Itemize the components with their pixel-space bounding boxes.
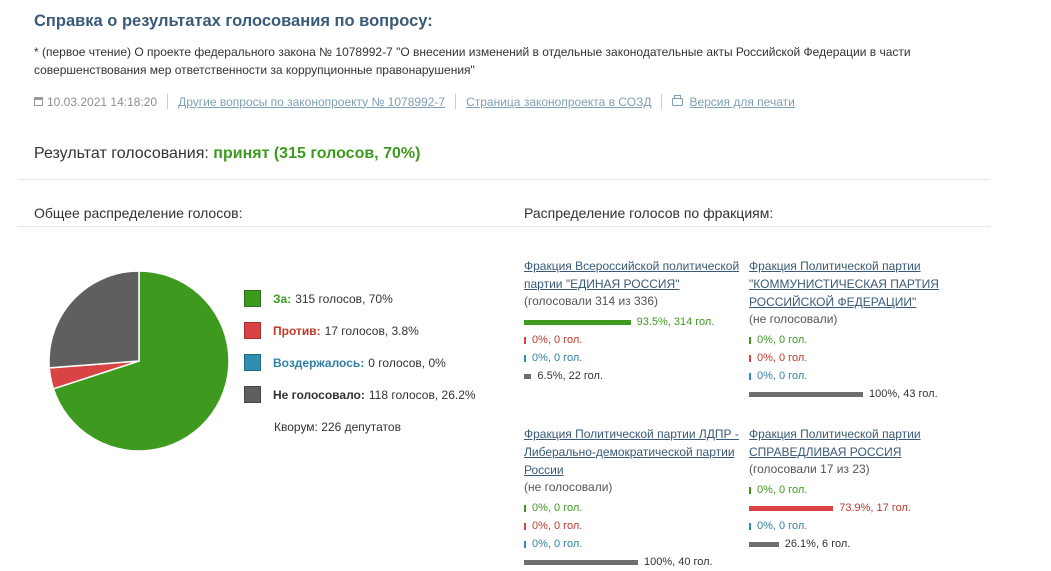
result-value: принят (315 голосов, 70%) bbox=[213, 145, 421, 162]
other-questions-link[interactable]: Другие вопросы по законопроекту № 107899… bbox=[178, 94, 446, 109]
faction-abstain-row: 0%, 0 гол. bbox=[749, 517, 969, 535]
faction-card: Фракция Политической партии "КОММУНИСТИЧ… bbox=[749, 257, 969, 403]
faction-abstain-value: 0%, 0 гол. bbox=[757, 370, 808, 382]
legend-label: Воздержалось: bbox=[273, 355, 365, 370]
faction-for-row: 0%, 0 гол. bbox=[749, 481, 969, 499]
faction-abstain-bar bbox=[749, 372, 751, 380]
faction-abstain-value: 0%, 0 гол. bbox=[757, 520, 808, 532]
faction-abstain-bar bbox=[524, 354, 526, 362]
result-label: Результат голосования: bbox=[34, 145, 209, 162]
faction-novote-row: 100%, 40 гол. bbox=[524, 553, 744, 571]
divider bbox=[167, 94, 169, 109]
legend-swatch bbox=[244, 322, 261, 339]
faction-against-row: 73.9%, 17 гол. bbox=[749, 499, 969, 517]
faction-abstain-row: 0%, 0 гол. bbox=[524, 535, 744, 553]
divider bbox=[18, 179, 990, 180]
faction-novote-value: 26.1%, 6 гол. bbox=[784, 538, 851, 550]
faction-name-link[interactable]: Фракция Политической партии ЛДПР - Либер… bbox=[524, 427, 739, 477]
faction-against-value: 0%, 0 гол. bbox=[532, 334, 583, 346]
legend-swatch bbox=[244, 354, 261, 371]
faction-voted-count: (голосовали 314 из 336) bbox=[524, 294, 659, 308]
calendar-icon bbox=[34, 97, 43, 106]
faction-for-value: 93.5%, 314 гол. bbox=[636, 316, 715, 328]
meta-bar: 10.03.2021 14:18:20 Другие вопросы по за… bbox=[34, 94, 795, 109]
faction-abstain-bar bbox=[524, 540, 526, 548]
faction-for-bar bbox=[749, 486, 751, 494]
legend-novote: Не голосовало: 118 голосов, 26.2% bbox=[244, 386, 476, 403]
faction-novote-row: 6.5%, 22 гол. bbox=[524, 367, 744, 385]
printer-icon[interactable] bbox=[672, 94, 684, 106]
print-version-link[interactable]: Версия для печати bbox=[689, 94, 795, 109]
faction-for-bar bbox=[749, 336, 751, 344]
legend-label: Против: bbox=[273, 323, 321, 338]
divider bbox=[661, 94, 663, 109]
legend-swatch bbox=[244, 290, 261, 307]
faction-for-value: 0%, 0 гол. bbox=[532, 502, 583, 514]
quorum-text: Кворум: 226 депутатов bbox=[274, 420, 401, 434]
legend-value: 0 голосов, 0% bbox=[368, 355, 446, 370]
faction-novote-row: 26.1%, 6 гол. bbox=[749, 535, 969, 553]
faction-card: Фракция Политической партии ЛДПР - Либер… bbox=[524, 425, 744, 571]
faction-novote-value: 100%, 43 гол. bbox=[869, 388, 938, 400]
legend-label: За: bbox=[273, 291, 292, 306]
faction-name-link[interactable]: Фракция Политической партии "КОММУНИСТИЧ… bbox=[749, 259, 939, 309]
faction-novote-bar bbox=[749, 391, 863, 397]
legend-for: За: 315 голосов, 70% bbox=[244, 290, 393, 307]
faction-against-value: 73.9%, 17 гол. bbox=[839, 502, 911, 514]
question-text: * (первое чтение) О проекте федерального… bbox=[34, 45, 911, 77]
pie-slice-for bbox=[52, 270, 230, 452]
faction-against-bar bbox=[524, 336, 526, 344]
faction-abstain-bar bbox=[749, 522, 751, 530]
faction-for-bar bbox=[524, 319, 631, 325]
legend-against: Против: 17 голосов, 3.8% bbox=[244, 322, 419, 339]
faction-for-row: 93.5%, 314 гол. bbox=[524, 313, 744, 331]
faction-novote-bar bbox=[524, 373, 532, 379]
faction-against-bar bbox=[524, 522, 526, 530]
page-title: Справка о результатах голосования по воп… bbox=[34, 12, 433, 30]
faction-for-value: 0%, 0 гол. bbox=[757, 484, 808, 496]
legend-value: 315 голосов, 70% bbox=[295, 291, 393, 306]
legend-abstain: Воздержалось: 0 голосов, 0% bbox=[244, 354, 446, 371]
faction-card: Фракция Политической партии СПРАВЕДЛИВАЯ… bbox=[749, 425, 969, 553]
faction-name-link[interactable]: Фракция Всероссийской политической парти… bbox=[524, 259, 740, 291]
legend-label: Не голосовало: bbox=[273, 387, 365, 402]
general-heading: Общее распределение голосов: bbox=[34, 205, 243, 221]
faction-voted-count: (не голосовали) bbox=[749, 312, 838, 326]
vote-pie-chart bbox=[48, 270, 230, 452]
faction-for-row: 0%, 0 гол. bbox=[524, 499, 744, 517]
faction-against-bar bbox=[749, 354, 751, 362]
legend-swatch bbox=[244, 386, 261, 403]
faction-against-row: 0%, 0 гол. bbox=[524, 331, 744, 349]
vote-datetime: 10.03.2021 14:18:20 bbox=[47, 94, 158, 109]
divider bbox=[18, 226, 990, 227]
faction-novote-bar bbox=[749, 541, 779, 547]
faction-against-row: 0%, 0 гол. bbox=[749, 349, 969, 367]
vote-result: Результат голосования: принят (315 голос… bbox=[34, 145, 420, 163]
faction-abstain-row: 0%, 0 гол. bbox=[524, 349, 744, 367]
factions-heading: Распределение голосов по фракциям: bbox=[524, 205, 774, 221]
faction-for-bar bbox=[524, 504, 526, 512]
pie-slice-novote bbox=[48, 270, 140, 369]
faction-novote-row: 100%, 43 гол. bbox=[749, 385, 969, 403]
faction-abstain-value: 0%, 0 гол. bbox=[532, 352, 583, 364]
faction-novote-bar bbox=[524, 559, 638, 565]
legend-value: 118 голосов, 26.2% bbox=[368, 387, 476, 402]
faction-for-value: 0%, 0 гол. bbox=[757, 334, 808, 346]
faction-novote-value: 100%, 40 гол. bbox=[644, 556, 713, 568]
faction-against-row: 0%, 0 гол. bbox=[524, 517, 744, 535]
faction-voted-count: (не голосовали) bbox=[524, 480, 613, 494]
faction-against-value: 0%, 0 гол. bbox=[757, 352, 808, 364]
divider bbox=[455, 94, 457, 109]
faction-name-link[interactable]: Фракция Политической партии СПРАВЕДЛИВАЯ… bbox=[749, 427, 921, 459]
faction-voted-count: (голосовали 17 из 23) bbox=[749, 462, 870, 476]
sozd-page-link[interactable]: Страница законопроекта в СОЗД bbox=[466, 94, 652, 109]
faction-card: Фракция Всероссийской политической парти… bbox=[524, 257, 744, 385]
faction-abstain-value: 0%, 0 гол. bbox=[532, 538, 583, 550]
faction-abstain-row: 0%, 0 гол. bbox=[749, 367, 969, 385]
faction-for-row: 0%, 0 гол. bbox=[749, 331, 969, 349]
faction-against-bar bbox=[749, 505, 834, 511]
faction-novote-value: 6.5%, 22 гол. bbox=[537, 370, 604, 382]
legend-value: 17 голосов, 3.8% bbox=[324, 323, 419, 338]
faction-against-value: 0%, 0 гол. bbox=[532, 520, 583, 532]
